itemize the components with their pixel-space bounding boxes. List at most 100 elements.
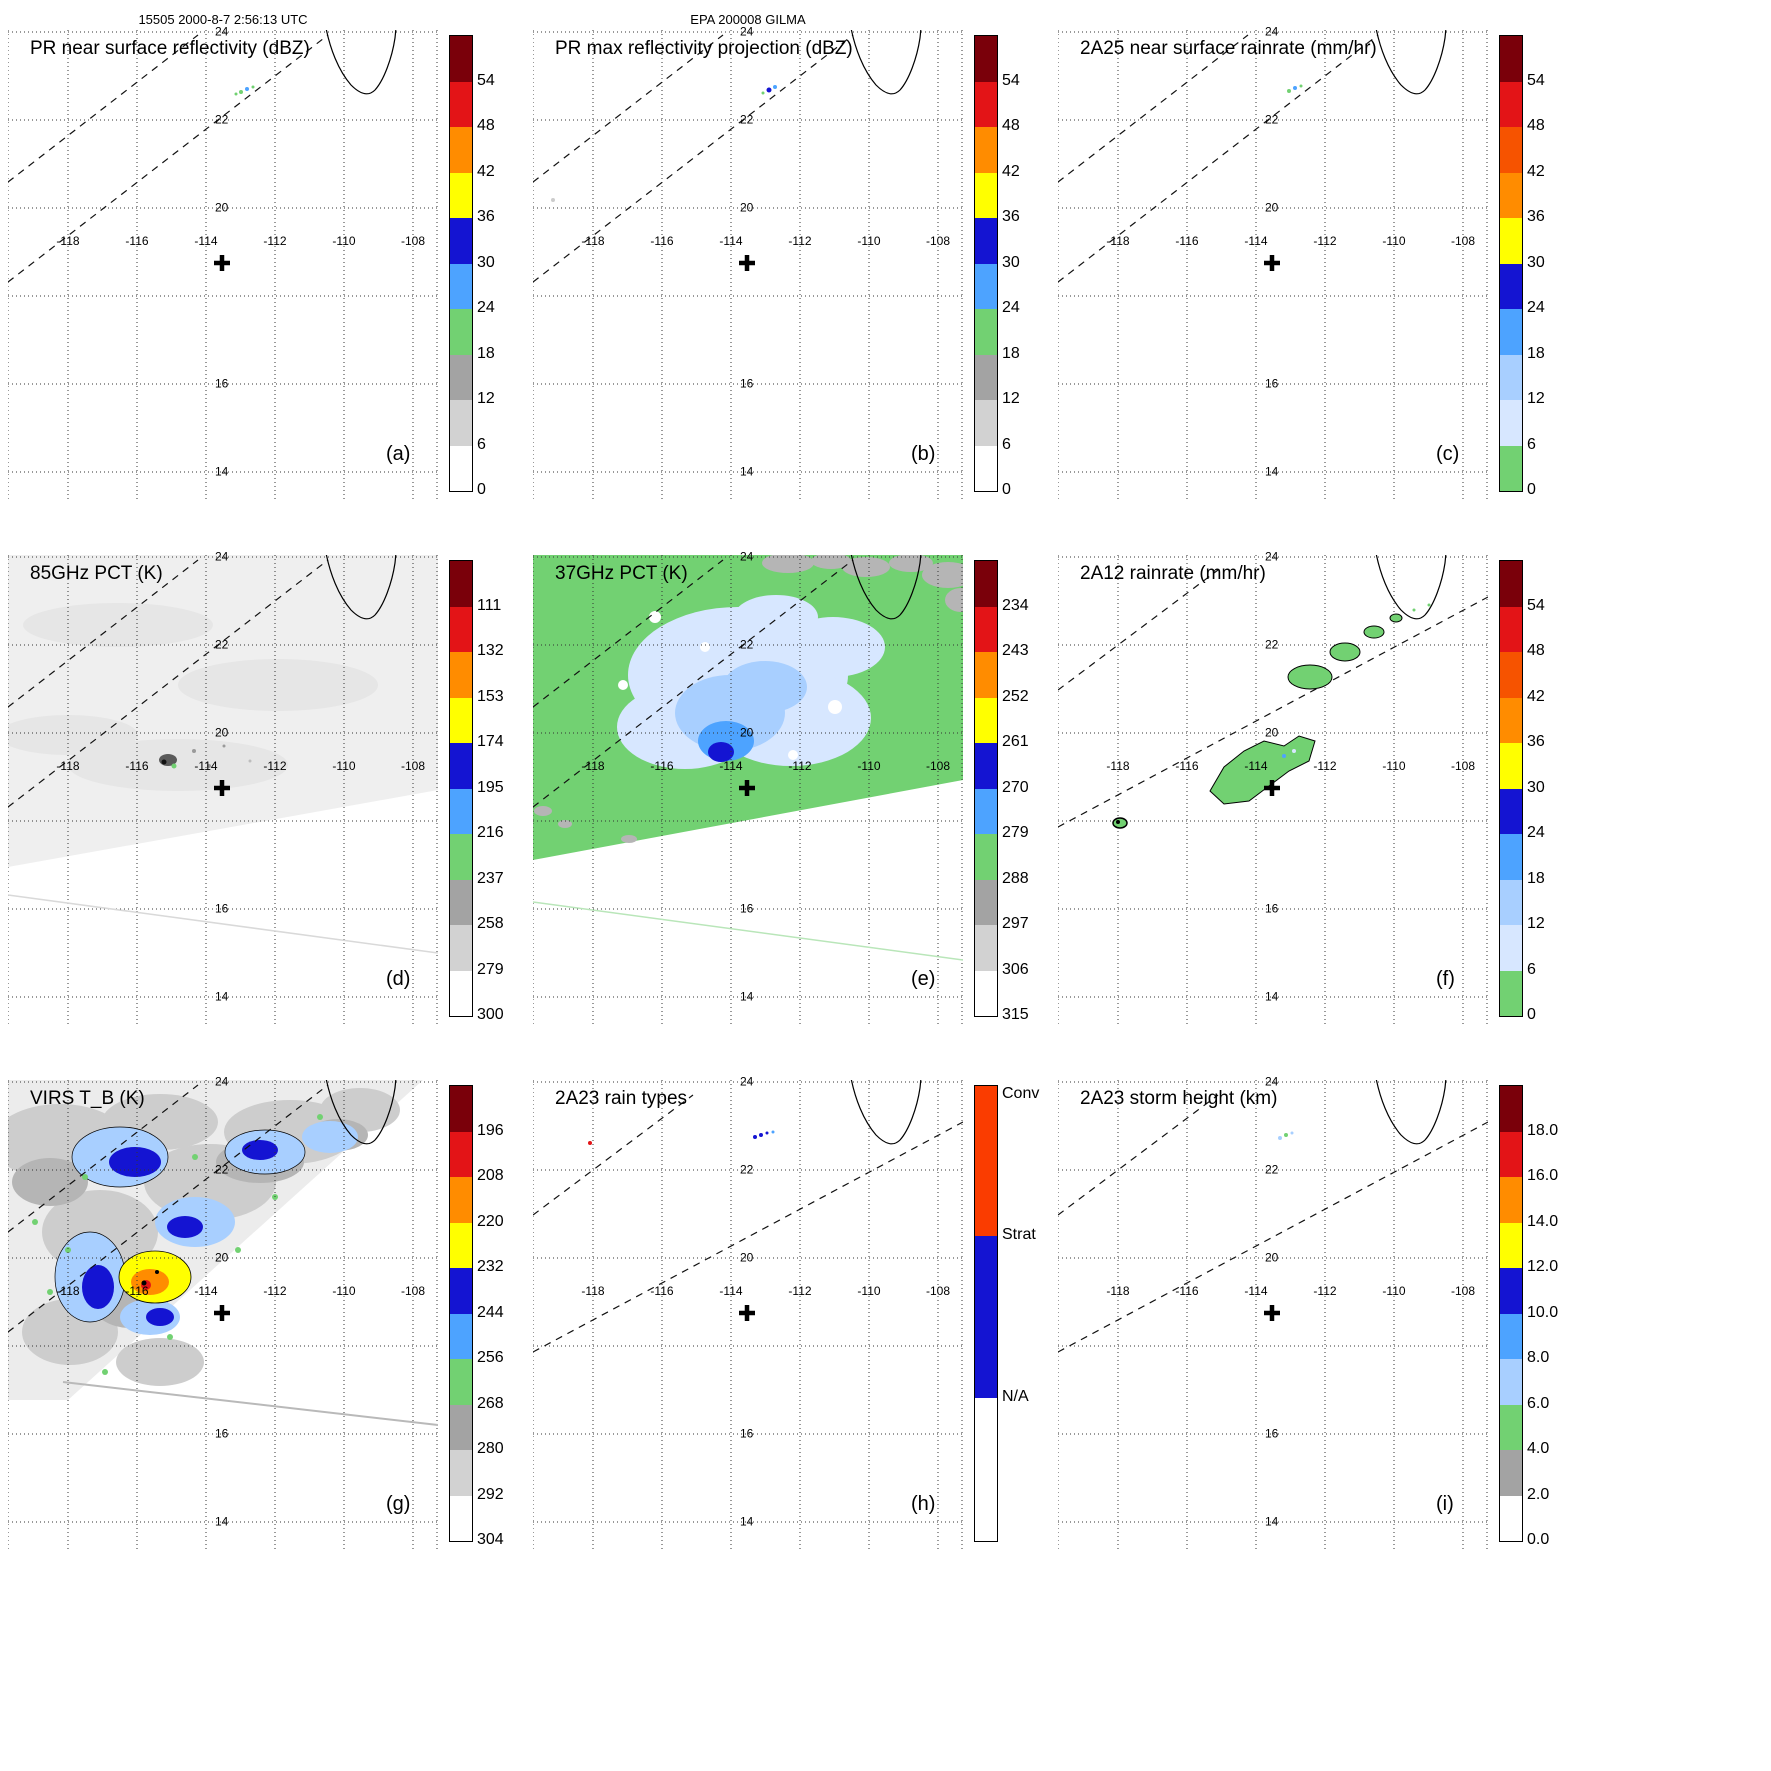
lat-tick-label: 16 [740,1426,754,1441]
storm-center-cross [739,780,755,796]
colorbar-tick-label: 54 [477,71,495,89]
overlay-layer [533,1080,963,1353]
colorbar-segment [1500,1131,1522,1177]
underlay-layer [533,555,963,860]
colorbar-tick-label: 0 [477,481,486,498]
feature-ellipse [8,715,138,755]
feature-ellipse [1389,613,1403,623]
feature-dot [32,1219,38,1225]
feature-dot [155,1270,159,1274]
panel-h: 24 22 20 16 14 -118 -116 -114 -112 -110 -108 2A23 r… [533,1074,1058,1585]
feature-line [8,1084,199,1233]
panel-letter: (a) [386,443,411,465]
feature-line [8,559,199,708]
lon-tick-label: -108 [925,759,951,773]
lon-tick-label: -112 [788,1284,812,1298]
colorbar-segment [975,652,997,698]
colorbar-tick-label: 153 [477,687,504,705]
lat-tick-label: 20 [740,1250,754,1265]
colorbar-segment [975,834,997,880]
feature-dot [192,1154,198,1160]
feature-ellipse [762,555,814,573]
colorbar-segment [450,879,472,925]
lat-tick-label: 14 [1265,989,1279,1004]
lon-tick-label: -110 [1382,759,1406,773]
lat-tick-label: 20 [1265,725,1279,740]
lat-tick-label: 14 [215,989,229,1004]
feature-dot [765,1131,769,1135]
lon-tick-label: -114 [719,759,743,773]
lat-tick-label: 24 [1265,24,1279,39]
feature-ellipse [1112,817,1128,829]
colorbar-segment [1500,697,1522,743]
colorbar-tick-label: 14.0 [1527,1212,1559,1230]
lat-tick-label: 24 [740,549,754,564]
lat-tick-label: 22 [215,637,229,652]
colorbar-segment [450,400,472,446]
underlay-layer [8,1080,423,1400]
storm-center-cross [214,255,230,271]
lon-tick-label: -112 [1313,759,1337,773]
lat-tick-label: 14 [740,989,754,1004]
feature-dot [222,744,226,748]
feature-line [62,1381,438,1426]
feature-line [1058,1094,1219,1216]
feature-dot [753,1135,757,1139]
colorbar-tick-label: 30 [1527,253,1545,271]
colorbar-segment [450,1177,472,1223]
feature-ellipse [811,555,851,569]
lat-tick-label: 14 [215,464,229,479]
coastline [325,30,397,95]
lat-tick-label: 16 [1265,376,1279,391]
coastline [325,555,397,620]
lon-tick-label: -116 [1175,759,1199,773]
colorbar-e [974,560,998,1017]
feature-line [533,559,724,708]
feature-line [533,1094,694,1216]
colorbar-segment [450,652,472,698]
feature-dot [234,92,238,96]
feature-line [1058,569,1219,691]
feature-dot [761,91,765,95]
colorbar-segment [1500,1450,1522,1496]
map-canvas-g [8,1080,438,1550]
colorbar-tick-label: 30 [477,253,495,271]
colorbar-tick-label: 288 [1002,869,1029,887]
feature-line [1058,34,1249,183]
colorbar-segment [450,1131,472,1177]
panel-title: 37GHz PCT (K) [555,563,688,584]
feature-ellipse [23,603,213,647]
panel-a: 24 22 20 16 14 -118 -116 -114 -112 -110 -108 PR nea… [8,24,533,535]
panel-letter: (e) [911,968,936,990]
feature-ellipse [842,557,890,577]
colorbar-segment [450,1222,472,1268]
colorbar-tick-label: 315 [1002,1006,1029,1023]
colorbar-segment [450,263,472,309]
feature-dot [239,90,243,94]
map-b: 24 22 20 16 14 -118 -116 -114 -112 -110 -108 PR max… [533,24,963,500]
colorbar-tick-label: 220 [477,1212,504,1230]
panel-title: 85GHz PCT (K) [30,563,163,584]
colorbar-tick-label: 10.0 [1527,1303,1559,1321]
panel-b: 24 22 20 16 14 -118 -116 -114 -112 -110 -108 PR max… [533,24,1058,535]
lon-tick-label: -110 [1382,1284,1406,1298]
colorbar-segment [450,354,472,400]
colorbar-g [449,1085,473,1542]
feature-dot [235,1247,241,1253]
lat-tick-label: 16 [1265,901,1279,916]
colorbar-category-label: N/A [1002,1387,1029,1405]
lat-tick-label: 22 [740,112,754,127]
lon-tick-label: -116 [650,234,674,248]
colorbar-tick-label: 36 [1527,733,1545,750]
feature-dot [65,1247,71,1253]
lat-tick-label: 20 [740,725,754,740]
colorbar-tick-label: 12 [1002,390,1020,407]
storm-center-cross [1264,1305,1280,1321]
colorbar-tick-label: 42 [1527,687,1545,705]
panel-letter: (b) [911,443,936,465]
colorbar-tick-label: 237 [477,869,504,887]
colorbar-segment [450,1495,472,1541]
feature-ellipse [889,555,933,572]
colorbar-segment [1500,743,1522,789]
feature-dot [102,1369,108,1375]
